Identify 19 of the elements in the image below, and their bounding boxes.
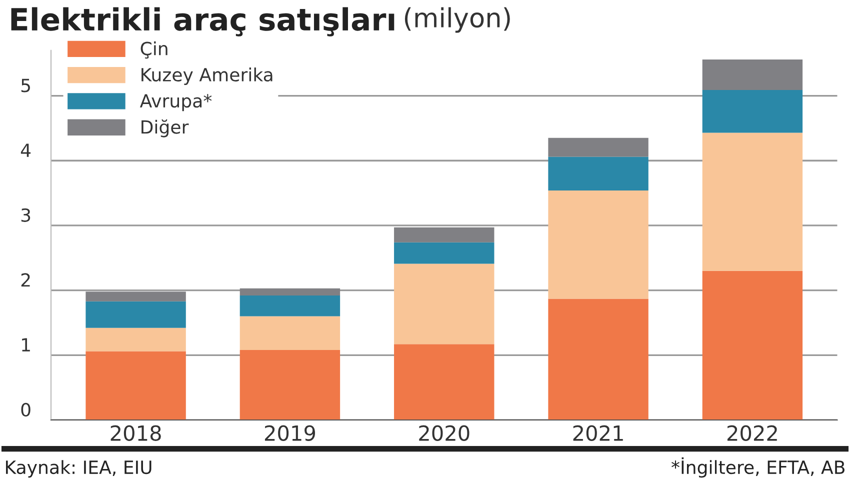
legend-label: Diğer (142, 119, 189, 138)
y-tick-label: 4 (20, 144, 31, 157)
x-tick-label: 2018 (110, 425, 161, 441)
y-tick-label: 2 (21, 273, 30, 287)
chart-subtitle: (milyon) (404, 7, 510, 33)
y-tick-label: 3 (21, 208, 30, 222)
x-tick-label: 2022 (727, 425, 777, 441)
y-tick-label: 0 (21, 402, 30, 416)
chart-title: Elektrikli araç satışları (11, 7, 394, 36)
x-tick-label: 2020 (419, 425, 470, 441)
y-tick-label: 1 (22, 338, 30, 352)
y-tick-label: 5 (21, 78, 30, 92)
x-tick-label: 2019 (264, 425, 316, 441)
legend-label: Avrupa* (140, 94, 212, 112)
legend-label: Çin (140, 41, 168, 59)
text: Kaynak: IEA, EIU (6, 460, 152, 478)
legend-label: Kuzey Amerika (142, 68, 272, 86)
text: *İngiltere, EFTA, AB (672, 457, 844, 478)
x-tick-label: 2021 (573, 425, 623, 441)
